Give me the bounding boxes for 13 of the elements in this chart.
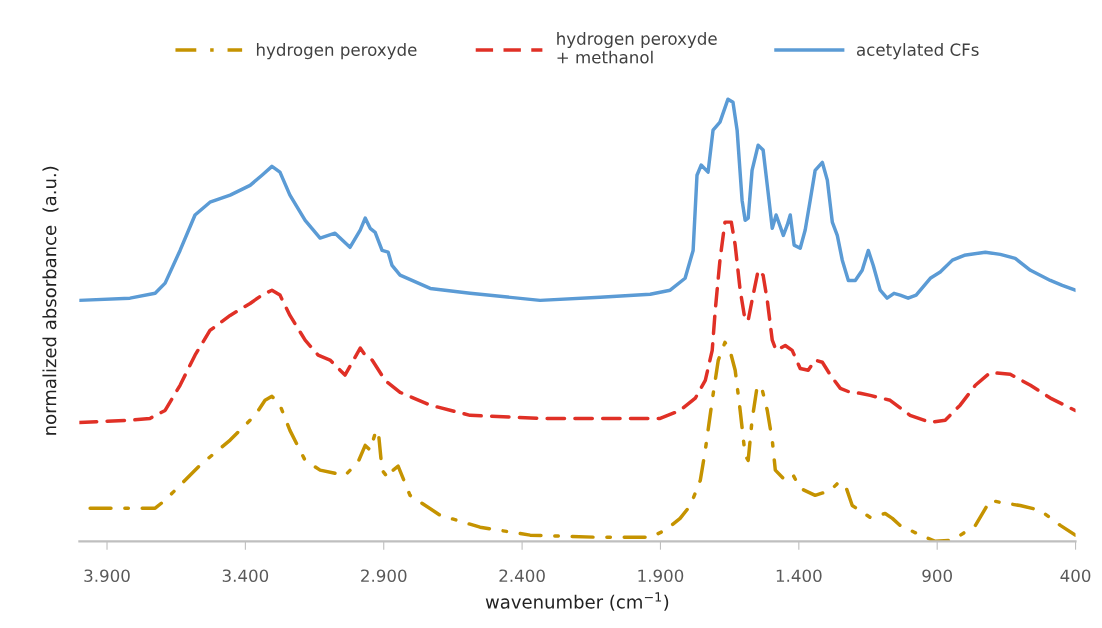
x-tick-label: 3.900 [84,569,130,583]
x-tick-label: 1.900 [638,569,684,583]
x-tick-label: 1.400 [776,569,822,583]
x-tick-label: 900 [922,569,952,583]
x-tick-label: 3.400 [222,569,269,583]
legend-label: hydrogen peroxyde [256,43,417,60]
legend-label: acetylated CFs [856,43,979,60]
x-tick-label: 2.400 [499,569,545,583]
x-tick-label: 2.900 [361,569,407,583]
y-axis-title: normalized absorbance (a.u.) [42,166,59,435]
x-axis-title: wavenumber (cm$^{−1}$) [485,592,669,611]
x-tick-label: 400 [1060,569,1091,583]
legend-label: hydrogen peroxyde + methanol [557,31,717,64]
